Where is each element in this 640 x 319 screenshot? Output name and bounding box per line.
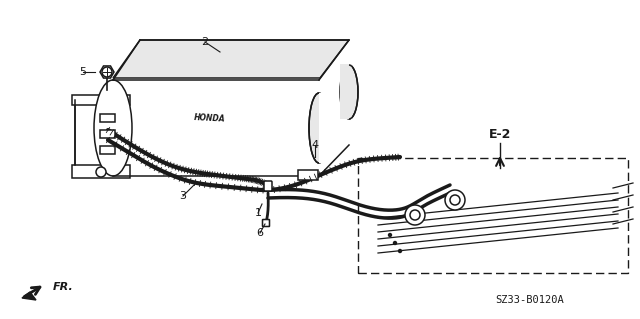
Circle shape xyxy=(405,205,425,225)
Text: 2: 2 xyxy=(202,37,209,47)
Text: SZ33-B0120A: SZ33-B0120A xyxy=(495,295,564,305)
Circle shape xyxy=(388,234,392,236)
FancyBboxPatch shape xyxy=(100,130,115,138)
Ellipse shape xyxy=(309,93,329,163)
Bar xyxy=(319,93,331,163)
Text: E-2: E-2 xyxy=(489,129,511,142)
Polygon shape xyxy=(75,100,112,170)
Circle shape xyxy=(450,195,460,205)
Ellipse shape xyxy=(340,65,358,119)
FancyBboxPatch shape xyxy=(262,219,269,226)
Bar xyxy=(358,158,628,273)
Text: 1: 1 xyxy=(255,208,262,218)
Text: HONDA: HONDA xyxy=(194,113,226,123)
Polygon shape xyxy=(72,95,130,105)
Bar xyxy=(340,64,352,119)
Text: 5: 5 xyxy=(79,67,86,77)
Text: FR.: FR. xyxy=(53,282,74,292)
Text: 6: 6 xyxy=(257,228,264,238)
FancyBboxPatch shape xyxy=(100,146,115,154)
Text: 3: 3 xyxy=(179,191,186,201)
FancyBboxPatch shape xyxy=(100,114,115,122)
FancyBboxPatch shape xyxy=(113,80,318,176)
Circle shape xyxy=(399,249,401,253)
Polygon shape xyxy=(72,165,130,178)
Polygon shape xyxy=(22,292,36,300)
FancyBboxPatch shape xyxy=(264,181,272,191)
Circle shape xyxy=(394,241,397,244)
Polygon shape xyxy=(113,40,349,78)
Circle shape xyxy=(102,67,112,77)
Circle shape xyxy=(410,210,420,220)
Polygon shape xyxy=(100,66,114,78)
Circle shape xyxy=(445,190,465,210)
Circle shape xyxy=(96,167,106,177)
Polygon shape xyxy=(298,170,318,180)
Ellipse shape xyxy=(94,80,132,176)
Text: 4: 4 xyxy=(312,140,319,150)
